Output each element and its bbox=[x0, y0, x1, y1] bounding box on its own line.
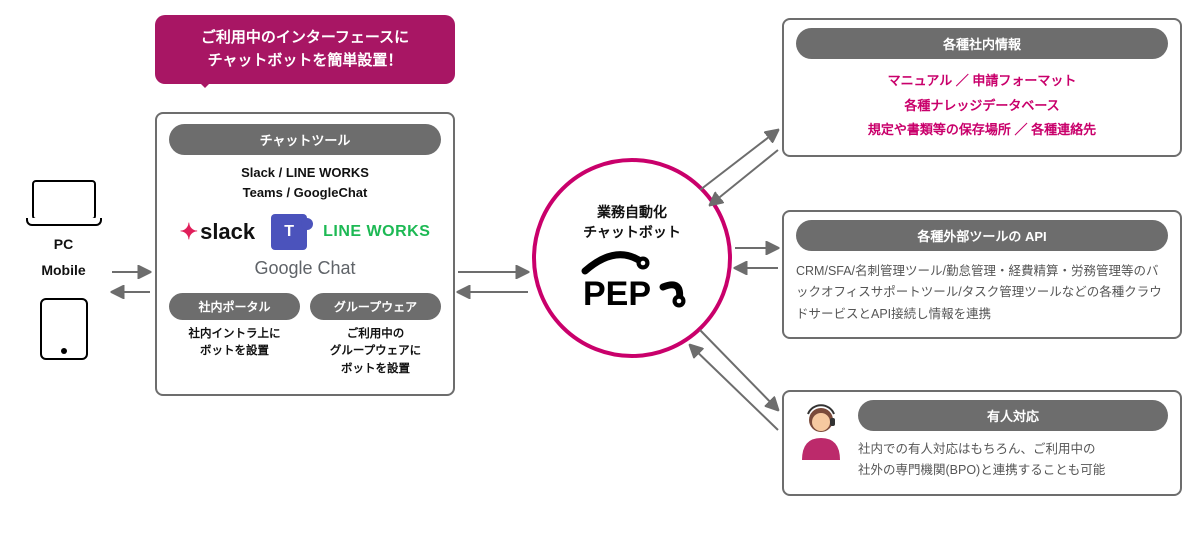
svg-text:PEP: PEP bbox=[583, 275, 651, 313]
lineworks-logo: LINE WORKS bbox=[323, 223, 430, 241]
slack-logo: ✦slack bbox=[180, 219, 256, 245]
tablet-icon bbox=[40, 298, 88, 360]
callout-line2: チャットボットを簡単設置！ bbox=[208, 52, 403, 69]
mobile-label: Mobile bbox=[16, 262, 111, 278]
center-label: 業務自動化 チャットボット bbox=[583, 203, 681, 242]
callout-bubble: ご利用中のインターフェースに チャットボットを簡単設置！ bbox=[155, 15, 455, 84]
tools-names-line1: Slack / LINE WORKS bbox=[241, 165, 369, 180]
portal-header: 社内ポータル bbox=[169, 293, 300, 320]
googlechat-logo: Google Chat bbox=[254, 258, 355, 279]
internal-header: 各種社内情報 bbox=[796, 28, 1168, 59]
slack-text: slack bbox=[200, 219, 255, 244]
pc-label: PC bbox=[16, 236, 111, 252]
slack-icon: ✦ bbox=[180, 219, 198, 244]
portal-body: 社内イントラ上に ボットを設置 bbox=[169, 326, 300, 361]
api-header: 各種外部ツールの API bbox=[796, 220, 1168, 251]
center-label-2: チャットボット bbox=[583, 224, 681, 240]
devices-column: PC Mobile bbox=[16, 180, 111, 360]
chat-tools-names: Slack / LINE WORKS Teams / GoogleChat bbox=[169, 163, 441, 202]
api-box: 各種外部ツールの API CRM/SFA/名刺管理ツール/勤怠管理・経費精算・労… bbox=[782, 210, 1182, 339]
center-label-1: 業務自動化 bbox=[597, 204, 667, 220]
human-header: 有人対応 bbox=[858, 400, 1168, 431]
internal-body: マニュアル ／ 申請フォーマット 各種ナレッジデータベース 規定や書類等の保存場… bbox=[796, 69, 1168, 143]
sub-box-groupware: グループウェア ご利用中の グループウェアに ボットを設置 bbox=[310, 293, 441, 378]
sub-boxes-row: 社内ポータル 社内イントラ上に ボットを設置 グループウェア ご利用中の グルー… bbox=[169, 293, 441, 378]
human-body: 社内での有人対応はもちろん、ご利用中の 社外の専門機関(BPO)と連携することも… bbox=[858, 439, 1168, 482]
callout-line1: ご利用中のインターフェースに bbox=[201, 29, 409, 46]
pep-logo-icon: PEP bbox=[577, 249, 687, 313]
tool-logos: ✦slack T LINE WORKS Google Chat bbox=[169, 214, 441, 279]
sub-box-portal: 社内ポータル 社内イントラ上に ボットを設置 bbox=[169, 293, 300, 378]
laptop-icon bbox=[32, 180, 96, 220]
chat-tools-box: チャットツール Slack / LINE WORKS Teams / Googl… bbox=[155, 112, 455, 396]
tools-names-line2: Teams / GoogleChat bbox=[243, 185, 368, 200]
human-box: 有人対応 社内での有人対応はもちろん、ご利用中の 社外の専門機関(BPO)と連携… bbox=[782, 390, 1182, 496]
pep-center-circle: 業務自動化 チャットボット PEP bbox=[532, 158, 732, 358]
api-body: CRM/SFA/名刺管理ツール/勤怠管理・経費精算・労務管理等のバックオフィスサ… bbox=[796, 261, 1168, 325]
human-box-content: 有人対応 社内での有人対応はもちろん、ご利用中の 社外の専門機関(BPO)と連携… bbox=[858, 400, 1168, 482]
groupware-body: ご利用中の グループウェアに ボットを設置 bbox=[310, 326, 441, 378]
internal-info-box: 各種社内情報 マニュアル ／ 申請フォーマット 各種ナレッジデータベース 規定や… bbox=[782, 18, 1182, 157]
groupware-header: グループウェア bbox=[310, 293, 441, 320]
teams-letter: T bbox=[284, 223, 294, 241]
chat-tools-header: チャットツール bbox=[169, 124, 441, 155]
teams-logo-icon: T bbox=[271, 214, 307, 250]
operator-icon bbox=[796, 400, 846, 465]
